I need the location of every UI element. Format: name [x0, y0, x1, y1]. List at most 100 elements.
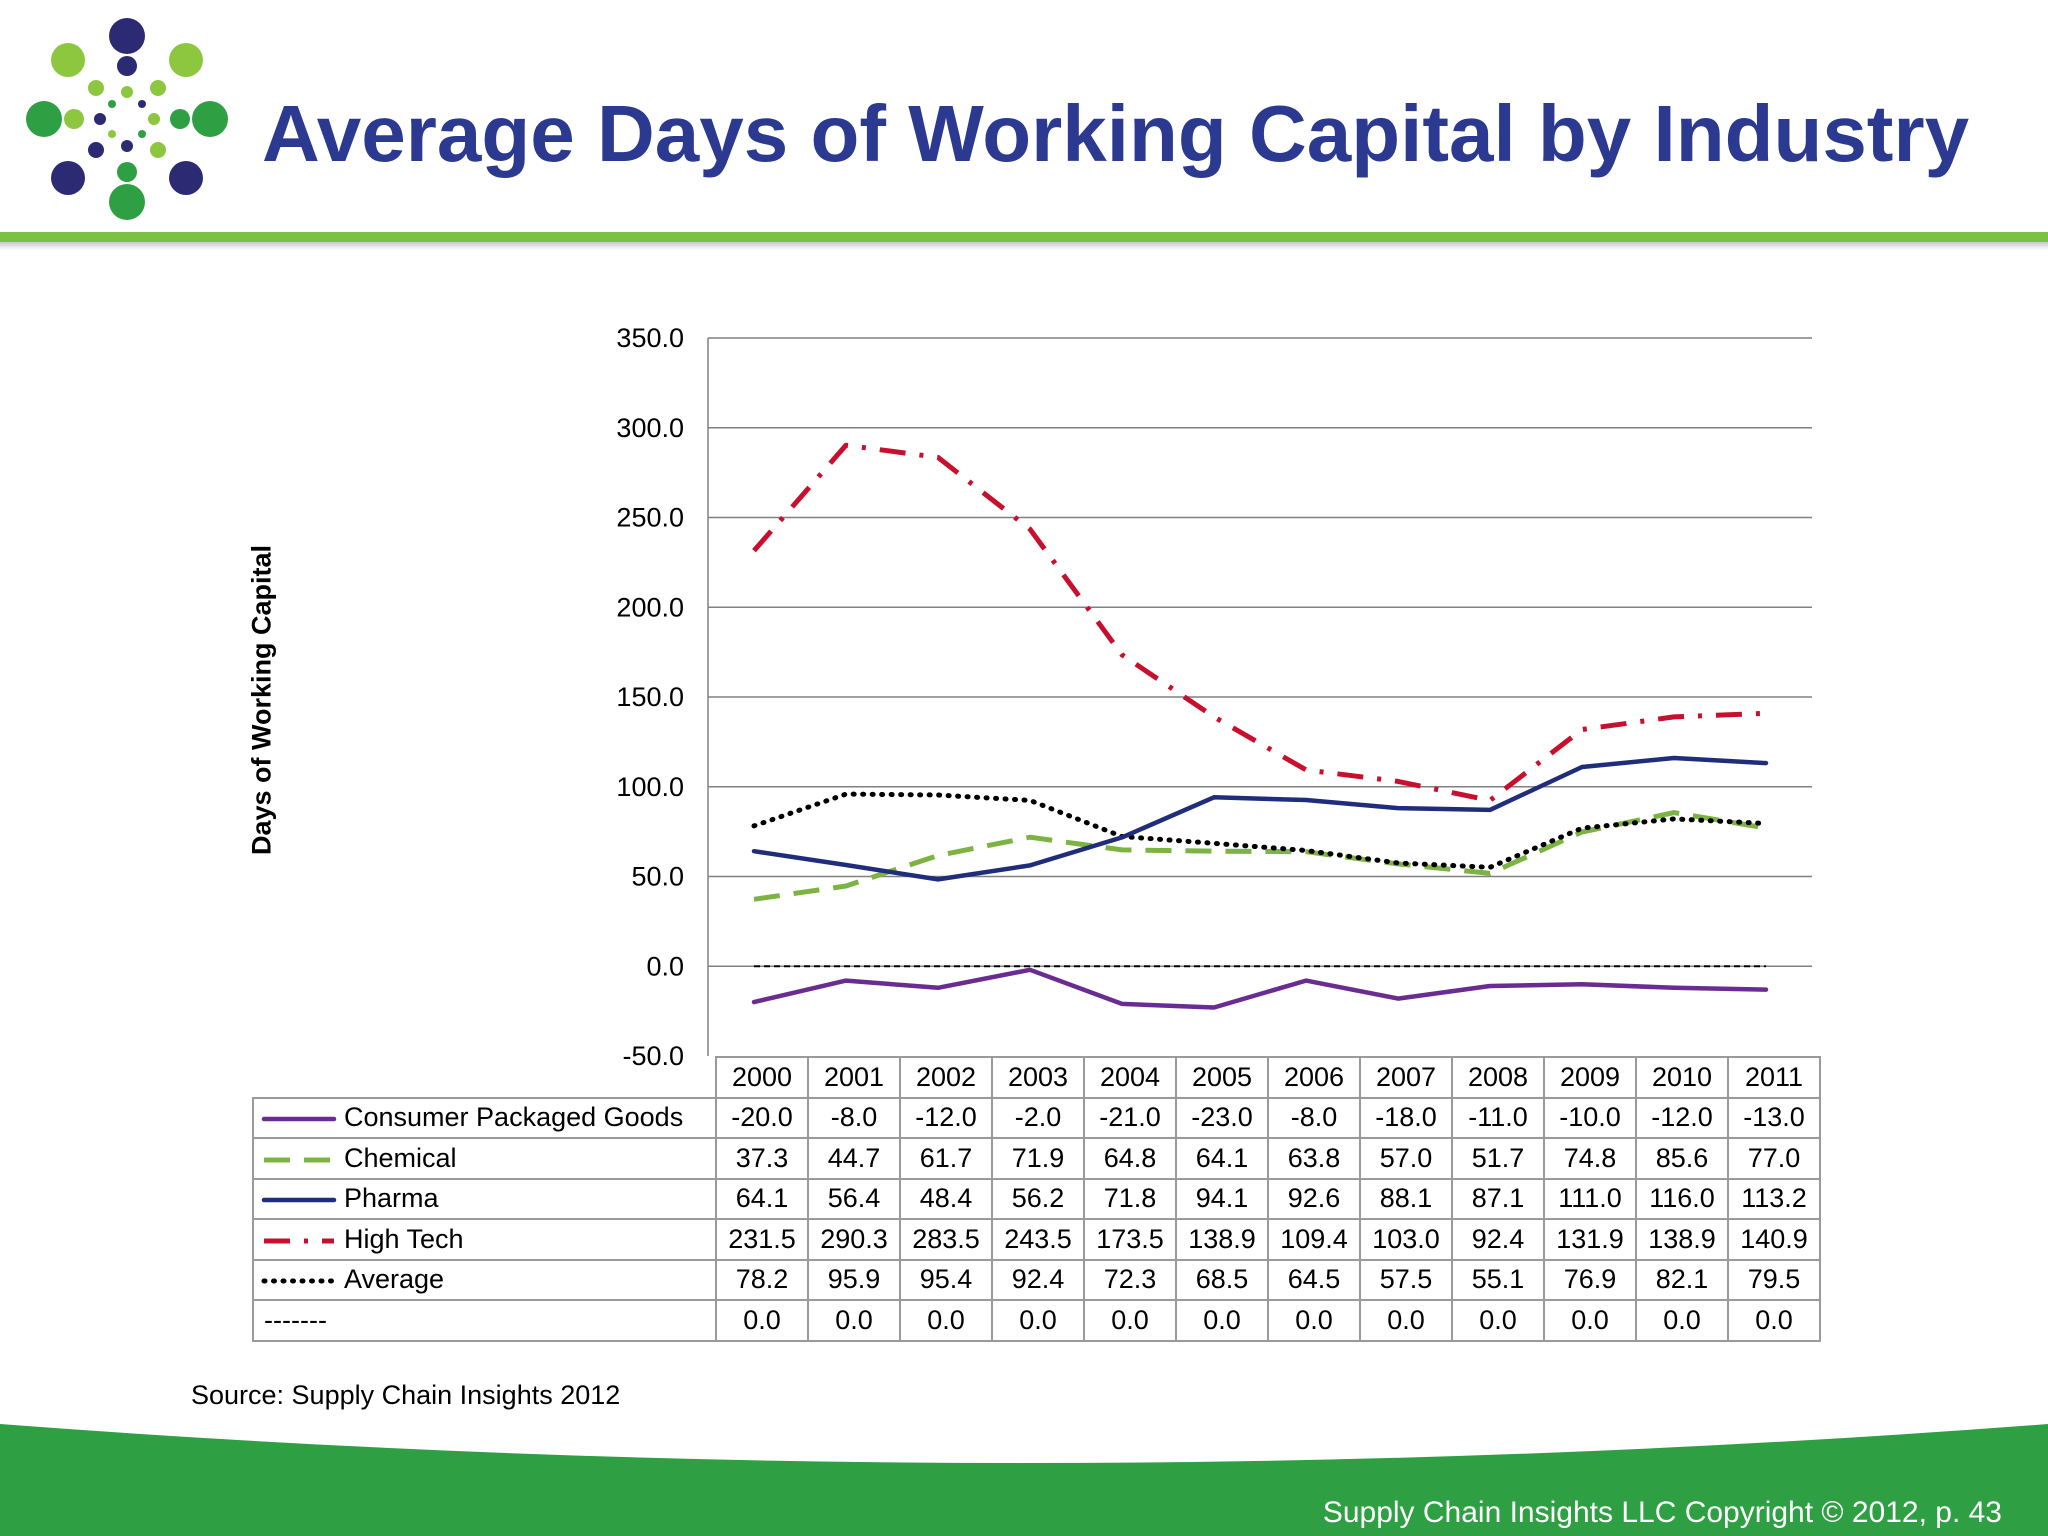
footer-copyright: Supply Chain Insights LLC Copyright © 20… [1322, 1496, 2002, 1529]
data-label: 74.8 [1543, 1137, 1637, 1180]
data-label: 88.1 [1359, 1177, 1453, 1220]
data-label: 131.9 [1543, 1218, 1637, 1261]
legend-swatch [260, 1234, 338, 1248]
data-label: 109.4 [1267, 1218, 1361, 1261]
data-label: 71.8 [1083, 1177, 1177, 1220]
y-tick-label: 200.0 [616, 592, 684, 622]
x-tick-label: 2008 [1451, 1056, 1545, 1099]
table-row: Pharma 64.1 56.4 48.4 56.2 71.8 94.1 92.6 88.1 87… [252, 1177, 1821, 1220]
series-name: ------- [264, 1304, 327, 1335]
y-tick-label: 100.0 [616, 772, 684, 802]
data-label: 95.4 [899, 1258, 993, 1301]
x-tick-label: 2010 [1635, 1056, 1729, 1099]
data-label: 71.9 [991, 1137, 1085, 1180]
data-label: 0.0 [1451, 1299, 1545, 1342]
data-label: -8.0 [1267, 1096, 1361, 1139]
data-label: 63.8 [1267, 1137, 1361, 1180]
data-label: 55.1 [1451, 1258, 1545, 1301]
data-label: 290.3 [807, 1218, 901, 1261]
data-label: -20.0 [715, 1096, 809, 1139]
high-tech-series-line [752, 442, 1767, 803]
data-label: 85.6 [1635, 1137, 1729, 1180]
data-label: -12.0 [899, 1096, 993, 1139]
x-tick-label: 2004 [1083, 1056, 1177, 1099]
data-label: 95.9 [807, 1258, 901, 1301]
average-series-line [751, 791, 1769, 870]
table-row: Consumer Packaged Goods -20.0 -8.0 -12.0 -2.… [252, 1096, 1821, 1139]
data-label: -10.0 [1543, 1096, 1637, 1139]
data-label: 0.0 [1175, 1299, 1269, 1342]
data-label: 0.0 [1635, 1299, 1729, 1342]
x-tick-label: 2001 [807, 1056, 901, 1099]
legend-swatch [260, 1193, 338, 1207]
data-label: 64.8 [1083, 1137, 1177, 1180]
data-label: 56.4 [807, 1177, 901, 1220]
data-label: 92.6 [1267, 1177, 1361, 1220]
legend-entry: Chemical [252, 1137, 717, 1180]
data-label: 0.0 [1083, 1299, 1177, 1342]
y-tick-label: 150.0 [616, 682, 684, 712]
x-tick-label: 2005 [1175, 1056, 1269, 1099]
data-label: 0.0 [807, 1299, 901, 1342]
data-label: 72.3 [1083, 1258, 1177, 1301]
data-label: 56.2 [991, 1177, 1085, 1220]
data-label: 231.5 [715, 1218, 809, 1261]
data-label: -18.0 [1359, 1096, 1453, 1139]
y-tick-label: -50.0 [622, 1041, 684, 1071]
x-tick-label: 2007 [1359, 1056, 1453, 1099]
table-row: ------- 0.0 0.0 0.0 0.0 0.0 0.0 0.0 0.0 0.0 0.0 0.0… [252, 1299, 1821, 1342]
data-label: 82.1 [1635, 1258, 1729, 1301]
data-label: 0.0 [1267, 1299, 1361, 1342]
data-label: 57.5 [1359, 1258, 1453, 1301]
data-label: 283.5 [899, 1218, 993, 1261]
table-row: High Tech 231.5 290.3 283.5 243.5 173.5 138.9 1… [252, 1218, 1821, 1261]
pharma-series-line [751, 755, 1769, 882]
legend-swatch [260, 1153, 338, 1167]
title-underline-shadow [0, 242, 2048, 250]
data-label: 0.0 [1727, 1299, 1821, 1342]
data-label: -8.0 [807, 1096, 901, 1139]
data-label: 64.1 [715, 1177, 809, 1220]
x-tick-label: 2009 [1543, 1056, 1637, 1099]
y-tick-label: 50.0 [631, 862, 684, 892]
table-corner [253, 1057, 716, 1098]
data-label: 92.4 [1451, 1218, 1545, 1261]
line-chart: 350.0 300.0 250.0 200.0 150.0 100.0 50.0 0.0 -50… [616, 323, 1812, 1071]
data-label: -23.0 [1175, 1096, 1269, 1139]
data-label: 37.3 [715, 1137, 809, 1180]
series-name: High Tech [344, 1223, 464, 1254]
legend-swatch [260, 1274, 338, 1288]
data-label: 68.5 [1175, 1258, 1269, 1301]
title-underline [0, 232, 2048, 242]
x-tick-label: 2006 [1267, 1056, 1361, 1099]
data-label: 138.9 [1635, 1218, 1729, 1261]
data-label: -21.0 [1083, 1096, 1177, 1139]
data-label: 111.0 [1543, 1177, 1637, 1220]
data-label: 113.2 [1727, 1177, 1821, 1220]
data-label: 140.9 [1727, 1218, 1821, 1261]
slide-title: Average Days of Working Capital by Indus… [262, 89, 1970, 178]
x-tick-label: 2002 [899, 1056, 993, 1099]
data-label: 0.0 [991, 1299, 1085, 1342]
series-name: Chemical [344, 1142, 457, 1173]
data-label: -12.0 [1635, 1096, 1729, 1139]
data-label: 64.1 [1175, 1137, 1269, 1180]
y-tick-label: 350.0 [616, 323, 684, 353]
y-tick-label: 0.0 [646, 951, 684, 981]
data-label: 48.4 [899, 1177, 993, 1220]
footer-band [0, 1424, 2048, 1536]
legend-entry: High Tech [252, 1218, 717, 1261]
y-tick-label: 300.0 [616, 413, 684, 443]
table-row: Average 78.2 95.9 95.4 92.4 72.3 68.5 64.5 57.5 5… [252, 1258, 1821, 1301]
data-label: 64.5 [1267, 1258, 1361, 1301]
x-tick-label: 2003 [991, 1056, 1085, 1099]
consumer-packaged-goods-series-line [751, 967, 1769, 1010]
data-label: 116.0 [1635, 1177, 1729, 1220]
data-label: 0.0 [899, 1299, 993, 1342]
data-label: 57.0 [1359, 1137, 1453, 1180]
data-label: -2.0 [991, 1096, 1085, 1139]
data-label: 92.4 [991, 1258, 1085, 1301]
legend-entry: Pharma [252, 1177, 717, 1220]
data-label: -13.0 [1727, 1096, 1821, 1139]
